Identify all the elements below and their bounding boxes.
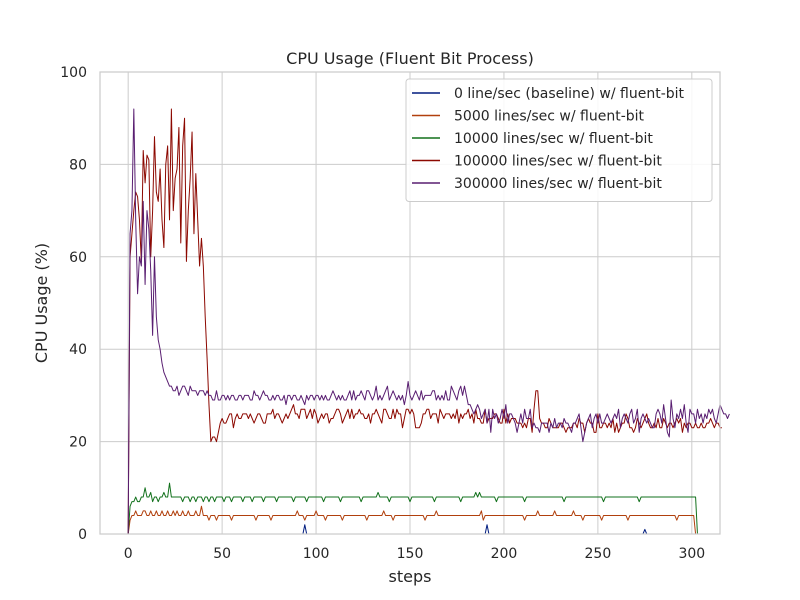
y-axis-label: CPU Usage (%) <box>32 243 51 363</box>
x-tick-label: 250 <box>585 546 612 562</box>
x-axis-label: steps <box>389 567 432 586</box>
series-line-2 <box>127 482 698 535</box>
x-tick-label: 0 <box>124 546 133 562</box>
y-tick-label: 60 <box>69 250 87 266</box>
legend-label: 10000 lines/sec w/ fluent-bit <box>454 131 653 147</box>
tick-labels: 0 50 100 150 200 250 300 0 20 40 60 80 100 <box>60 65 705 562</box>
legend-label: 100000 lines/sec w/ fluent-bit <box>454 154 662 170</box>
plot-frame <box>99 71 721 535</box>
y-tick-label: 0 <box>78 527 87 543</box>
y-tick-label: 80 <box>69 157 87 173</box>
legend-box <box>405 78 713 202</box>
y-tick-label: 40 <box>69 342 87 358</box>
chart-title: CPU Usage (Fluent Bit Process) <box>286 49 534 68</box>
legend-label: 5000 lines/sec w/ fluent-bit <box>454 109 645 125</box>
legend-label: 300000 lines/sec w/ fluent-bit <box>454 176 662 192</box>
y-tick-label: 100 <box>60 65 87 81</box>
x-tick-label: 150 <box>397 546 424 562</box>
x-tick-label: 300 <box>678 546 705 562</box>
series-line-3 <box>127 108 722 535</box>
series-line-4 <box>127 108 730 535</box>
x-tick-label: 100 <box>303 546 330 562</box>
legend: 0 line/sec (baseline) w/ fluent-bit 5000 … <box>405 78 713 202</box>
legend-label: 0 line/sec (baseline) w/ fluent-bit <box>454 86 685 102</box>
x-tick-label: 50 <box>213 546 231 562</box>
y-tick-label: 20 <box>69 435 87 451</box>
x-tick-label: 200 <box>491 546 518 562</box>
series-line-1 <box>127 505 697 535</box>
